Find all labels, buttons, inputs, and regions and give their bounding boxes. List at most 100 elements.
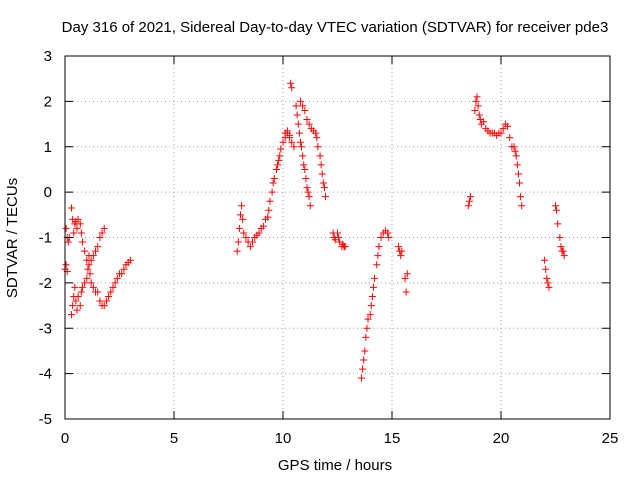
- data-point: [360, 356, 368, 364]
- data-point: [248, 238, 256, 246]
- x-tick-label: 5: [170, 430, 178, 447]
- data-point: [398, 247, 406, 255]
- data-point: [62, 261, 70, 269]
- data-point: [518, 202, 526, 210]
- data-point: [71, 283, 79, 291]
- data-point: [322, 193, 330, 201]
- data-point: [303, 184, 311, 192]
- data-point: [557, 243, 565, 251]
- data-point: [87, 279, 95, 287]
- data-point: [296, 138, 304, 146]
- data-point: [366, 311, 374, 319]
- data-point: [235, 224, 243, 232]
- data-point: [304, 188, 312, 196]
- data-point: [384, 229, 392, 237]
- data-point: [506, 134, 514, 142]
- data-point: [361, 347, 369, 355]
- data-point: [74, 292, 82, 300]
- data-point: [270, 175, 278, 183]
- data-point: [464, 202, 472, 210]
- data-point: [64, 238, 72, 246]
- data-point: [272, 165, 280, 173]
- data-point: [279, 138, 287, 146]
- data-point: [312, 129, 320, 137]
- data-point: [385, 234, 393, 241]
- data-point: [85, 252, 93, 260]
- data-point: [545, 283, 553, 291]
- data-point: [286, 134, 294, 142]
- data-point: [94, 288, 102, 296]
- data-point: [299, 152, 307, 160]
- data-point: [242, 234, 250, 241]
- data-point: [264, 213, 272, 221]
- data-point: [68, 204, 76, 212]
- data-point: [70, 229, 78, 237]
- data-point: [295, 129, 303, 137]
- y-tick-label: 1: [44, 139, 52, 156]
- data-point: [473, 93, 481, 101]
- y-tick-label: -3: [39, 320, 52, 337]
- data-point: [73, 224, 81, 232]
- data-point: [268, 188, 276, 196]
- data-point: [541, 256, 549, 264]
- data-point: [275, 156, 283, 164]
- data-point: [364, 315, 372, 323]
- data-point: [542, 265, 550, 273]
- data-point: [554, 220, 562, 228]
- x-tick-label: 10: [275, 430, 292, 447]
- data-point: [472, 97, 480, 105]
- data-point: [269, 179, 277, 187]
- data-point: [120, 265, 128, 273]
- data-point: [76, 302, 84, 310]
- data-point: [513, 161, 521, 169]
- data-point: [466, 193, 474, 201]
- data-point: [377, 234, 385, 241]
- data-point: [287, 79, 295, 87]
- data-point: [552, 202, 559, 210]
- data-point: [300, 161, 308, 169]
- data-point: [113, 274, 121, 282]
- data-point: [371, 274, 379, 282]
- data-point: [87, 256, 95, 264]
- data-point: [499, 125, 507, 133]
- data-point: [517, 193, 525, 201]
- data-point: [301, 165, 309, 173]
- data-point: [233, 247, 241, 255]
- data-point: [314, 143, 322, 151]
- x-tick-label: 25: [602, 430, 619, 447]
- data-point: [259, 222, 267, 230]
- data-point: [320, 184, 328, 192]
- data-point: [73, 306, 81, 314]
- data-point: [77, 288, 85, 296]
- data-point: [480, 118, 488, 126]
- data-point: [85, 261, 93, 269]
- data-point: [292, 102, 300, 110]
- data-point: [239, 215, 247, 223]
- data-point: [102, 297, 110, 305]
- data-point: [81, 279, 89, 287]
- data-point: [313, 134, 321, 142]
- data-point: [74, 215, 82, 223]
- data-point: [234, 238, 242, 246]
- x-tick-label: 20: [493, 430, 510, 447]
- data-point: [69, 302, 77, 310]
- y-tick-label: -2: [39, 275, 52, 292]
- data-point: [84, 265, 92, 273]
- data-point: [72, 297, 80, 305]
- y-tick-label: 3: [44, 48, 52, 65]
- data-point: [238, 202, 246, 210]
- data-point: [299, 102, 307, 110]
- data-point: [359, 365, 367, 373]
- x-tick-label: 0: [61, 430, 69, 447]
- data-point: [76, 220, 84, 228]
- y-tick-label: -1: [39, 230, 52, 247]
- data-point: [301, 106, 309, 114]
- data-point: [560, 252, 568, 260]
- plot-frame: [64, 55, 611, 420]
- data-point: [373, 261, 381, 269]
- data-point: [288, 138, 296, 146]
- data-point: [317, 161, 325, 169]
- data-point: [111, 279, 119, 287]
- data-point: [77, 229, 85, 237]
